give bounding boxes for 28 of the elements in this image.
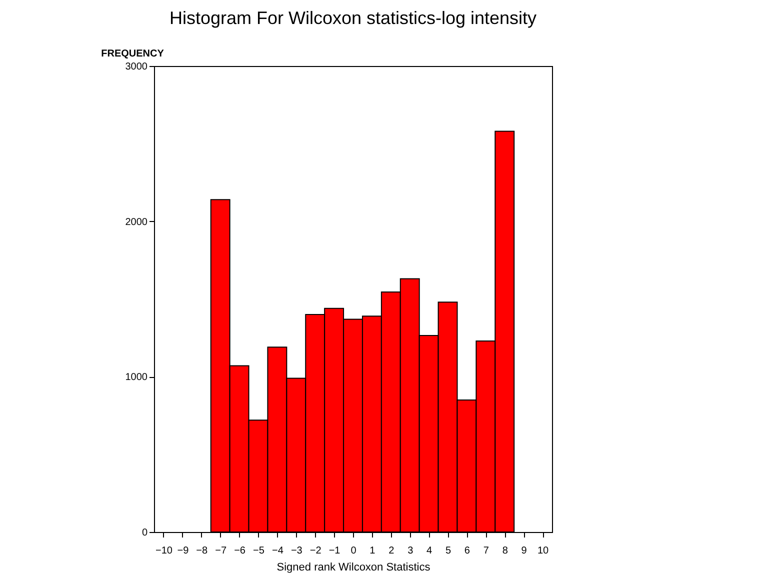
x-tick-label: 0 [350,546,357,556]
x-tick-label: −8 [196,546,208,556]
x-tick-label: −2 [310,546,322,556]
x-tick-label: 6 [464,546,470,556]
x-tick-label: −1 [328,546,341,556]
y-axis-title: FREQUENCY [101,48,164,60]
x-tick-label: −6 [234,546,246,556]
x-tick-label: −9 [177,546,190,556]
chart-title: Histogram For Wilcoxon statistics-log intensity [169,8,537,28]
x-tick-label: −3 [290,546,303,556]
y-tick-label: 0 [142,528,148,538]
x-tick-label: −7 [215,546,227,556]
y-tick-label: 3000 [125,62,148,72]
x-tick-label: 9 [521,546,528,556]
x-tick-label: 10 [537,546,550,556]
x-tick-label: 4 [426,546,433,556]
x-tick-label: −5 [253,546,265,556]
y-tick-label: 1000 [125,372,148,384]
x-tick-label: −4 [272,546,284,556]
x-tick-label: −10 [155,546,173,556]
x-tick-label: 8 [502,546,508,556]
x-tick-label: 1 [370,546,376,556]
x-tick-label: 7 [483,546,490,556]
x-axis-title: Signed rank Wilcoxon Statistics [276,562,431,574]
x-tick-label: 3 [408,546,414,556]
x-tick-label: 2 [388,546,395,556]
x-tick-label: 5 [445,546,452,556]
y-tick-label: 2000 [125,216,148,228]
